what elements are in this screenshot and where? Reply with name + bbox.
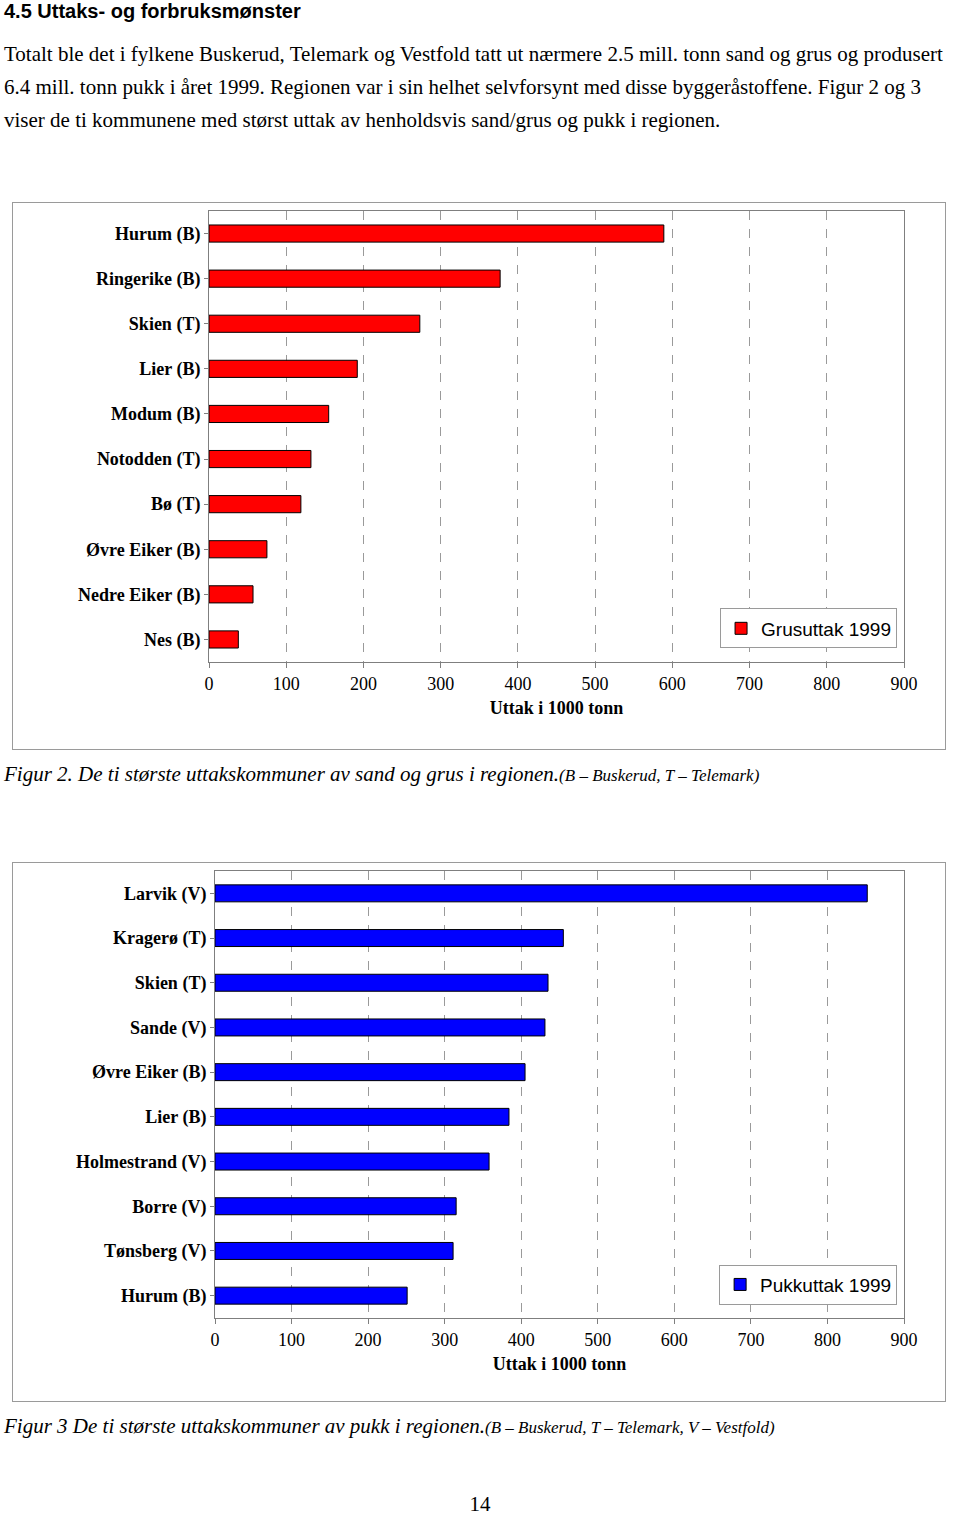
svg-text:Kragerø (T): Kragerø (T): [113, 928, 206, 949]
svg-text:Holmestrand (V): Holmestrand (V): [76, 1152, 206, 1173]
svg-text:Skien (T): Skien (T): [135, 973, 207, 994]
svg-text:800: 800: [813, 674, 840, 694]
svg-text:Uttak i 1000 tonn: Uttak i 1000 tonn: [490, 698, 624, 718]
svg-text:Grusuttak 1999: Grusuttak 1999: [761, 619, 891, 640]
svg-text:300: 300: [431, 1330, 458, 1350]
svg-text:700: 700: [737, 1330, 764, 1350]
svg-text:Hurum (B): Hurum (B): [115, 224, 201, 245]
svg-text:500: 500: [584, 1330, 611, 1350]
svg-text:0: 0: [205, 674, 214, 694]
svg-text:Øvre Eiker (B): Øvre Eiker (B): [86, 540, 200, 561]
svg-text:Hurum (B): Hurum (B): [121, 1286, 207, 1307]
svg-text:Pukkuttak 1999: Pukkuttak 1999: [760, 1275, 891, 1296]
svg-text:500: 500: [582, 674, 609, 694]
svg-text:200: 200: [355, 1330, 382, 1350]
html-text:Totalt ble det i fylkene Buske: Totalt ble det i fylkene Buskerud, Telem…: [4, 42, 943, 132]
svg-text:Ringerike (B): Ringerike (B): [96, 269, 200, 290]
html-text:Figur 3 De ti største uttaksko: Figur 3 De ti største uttakskommuner av …: [4, 1414, 775, 1438]
svg-text:Notodden (T): Notodden (T): [97, 449, 201, 470]
svg-text:100: 100: [273, 674, 300, 694]
html-text:Figur 2. De ti største uttaksk: Figur 2. De ti største uttakskommuner av…: [4, 762, 760, 786]
svg-text:Lier (B): Lier (B): [139, 359, 200, 380]
svg-text:400: 400: [504, 674, 531, 694]
svg-text:0: 0: [211, 1330, 220, 1350]
html-text:14: 14: [469, 1492, 491, 1516]
svg-text:Tønsberg (V): Tønsberg (V): [104, 1241, 207, 1262]
svg-text:Modum (B): Modum (B): [111, 404, 201, 425]
html-text:4.5 Uttaks- og forbruksmønster: 4.5 Uttaks- og forbruksmønster: [4, 0, 301, 22]
svg-text:Øvre Eiker (B): Øvre Eiker (B): [92, 1062, 206, 1083]
svg-text:200: 200: [350, 674, 377, 694]
svg-text:100: 100: [278, 1330, 305, 1350]
svg-text:300: 300: [427, 674, 454, 694]
svg-text:Nes (B): Nes (B): [144, 630, 201, 651]
svg-text:400: 400: [508, 1330, 535, 1350]
svg-text:Lier (B): Lier (B): [145, 1107, 206, 1128]
svg-text:900: 900: [891, 1330, 918, 1350]
svg-text:600: 600: [659, 674, 686, 694]
svg-text:700: 700: [736, 674, 763, 694]
svg-text:900: 900: [891, 674, 918, 694]
svg-text:Larvik (V): Larvik (V): [124, 884, 207, 905]
svg-text:Skien (T): Skien (T): [129, 314, 201, 335]
svg-text:600: 600: [661, 1330, 688, 1350]
svg-text:Nedre Eiker (B): Nedre Eiker (B): [78, 585, 200, 606]
svg-text:Bø (T): Bø (T): [151, 494, 201, 515]
svg-text:800: 800: [814, 1330, 841, 1350]
svg-text:Uttak i 1000 tonn: Uttak i 1000 tonn: [493, 1354, 627, 1374]
svg-text:Sande (V): Sande (V): [130, 1018, 207, 1039]
svg-text:Borre (V): Borre (V): [132, 1197, 206, 1218]
